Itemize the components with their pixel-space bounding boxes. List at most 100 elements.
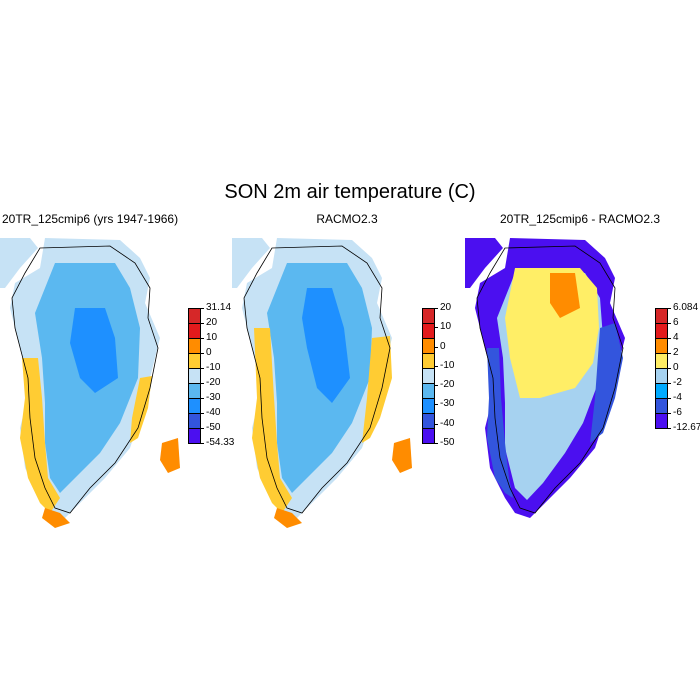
colorbar-swatch [422, 368, 435, 384]
panel-title: 20TR_125cmip6 (yrs 1947-1966) [2, 212, 179, 226]
colorbar-label: 31.14 [206, 302, 232, 313]
colorbar-tick [201, 353, 204, 354]
colorbar-swatch [188, 368, 201, 384]
colorbar-label: -30 [440, 398, 455, 410]
coast-west [252, 328, 292, 513]
colorbar-swatch [655, 353, 668, 369]
colorbar-label: -20 [206, 377, 221, 388]
colorbar-tick [668, 353, 671, 354]
colorbar-label: -50 [206, 422, 221, 433]
coastline [11, 245, 159, 514]
coast-east [130, 376, 152, 443]
colorbar-label: 10 [440, 321, 452, 333]
colorbar-label: -54.33 [206, 437, 235, 448]
colorbar-tick [668, 428, 671, 429]
colorbar-tick [201, 428, 204, 429]
colorbar-label: -40 [206, 407, 221, 418]
colorbar-swatch [188, 428, 201, 444]
colorbar-swatch [422, 308, 435, 324]
colorbar-label: 0 [440, 340, 446, 352]
colorbar-tick [435, 308, 438, 309]
panel-title: 20TR_125cmip6 - RACMO2.3 [499, 212, 661, 226]
greenland-map-model [0, 238, 180, 528]
colorbar-label: -40 [440, 417, 455, 429]
colorbar-tick [201, 398, 204, 399]
colorbar-tick [668, 413, 671, 414]
colorbar-swatch [655, 308, 668, 324]
colorbar-swatch [655, 398, 668, 414]
canada-land [465, 238, 503, 288]
colorbar-label: -10 [440, 359, 455, 371]
colorbar-swatch [655, 338, 668, 354]
greenland-map-racmo [232, 238, 412, 528]
panel-title: RACMO2.3 [316, 212, 378, 226]
colorbar-swatch [422, 323, 435, 339]
colorbar-swatch [188, 308, 201, 324]
colorbar-swatch [188, 383, 201, 399]
colorbar-swatch [188, 413, 201, 429]
colorbar-label: 4 [673, 332, 679, 343]
colorbar-label: -20 [440, 379, 455, 391]
map-panel-difference: 20TR_125cmip6 - RACMO2.3 6.084 6 4 2 0 -2 -4 -6… [465, 212, 700, 522]
colorbar-tick [201, 338, 204, 339]
colorbar-swatch [422, 428, 435, 444]
colorbar-label: -50 [440, 437, 455, 448]
colorbar-label: 0 [206, 347, 212, 358]
colorbar-label: 6.084 [673, 302, 699, 313]
map-panel-racmo: RACMO2.3 20 10 0 -10 -20 -30 -40 -50 [232, 212, 462, 528]
figure-title: SON 2m air temperature (C) [224, 181, 476, 203]
colorbar-label: 10 [206, 332, 218, 343]
colorbar-swatch [422, 413, 435, 429]
colorbar-swatch [422, 338, 435, 354]
colorbar-label: -4 [673, 392, 682, 403]
ice-sheet-core [70, 308, 118, 393]
colorbar-tick [201, 443, 204, 444]
iceland-patch [392, 438, 412, 473]
colorbar-label: 0 [673, 362, 679, 373]
colorbar-label: 6 [673, 317, 679, 328]
colorbar-swatch [188, 398, 201, 414]
coast-south [274, 508, 302, 528]
greenland-map-difference [465, 238, 625, 518]
colorbar-swatch [422, 398, 435, 414]
colorbar-tick [201, 323, 204, 324]
colorbar-tick [201, 308, 204, 309]
colorbar-tick [668, 308, 671, 309]
colorbar-tick [668, 368, 671, 369]
colorbar-tick [201, 383, 204, 384]
canada-land [0, 238, 38, 288]
colorbar-label: -30 [206, 392, 221, 403]
colorbar-label: 20 [206, 317, 218, 328]
colorbar-tick [435, 385, 438, 387]
colorbar-tick [668, 398, 671, 399]
colorbar-tick [201, 368, 204, 369]
coastline [476, 245, 624, 514]
iceland-patch [160, 438, 180, 473]
colorbar-tick [435, 404, 438, 406]
colorbar-swatch [188, 338, 201, 354]
colorbar-swatch [188, 323, 201, 339]
colorbar-swatch [655, 383, 668, 399]
colorbar-tick [435, 346, 438, 348]
colorbar-swatch [655, 368, 668, 384]
colorbar-swatch [655, 413, 668, 429]
coast-east [590, 323, 623, 443]
colorbar-tick [435, 365, 438, 367]
colorbar-tick [435, 423, 438, 425]
colorbar-tick [668, 338, 671, 339]
coast-east [362, 336, 392, 443]
colorbar-label: -2 [673, 377, 682, 388]
colorbar-label: -12.672 [673, 422, 700, 433]
colorbar-swatch [422, 353, 435, 369]
coast-west [20, 358, 60, 513]
colorbar-swatch [422, 383, 435, 399]
map-panel-model: 20TR_125cmip6 (yrs 1947-1966) 31.14 20 10 0… [0, 212, 234, 528]
colorbar-tick [201, 413, 204, 414]
positive-anomaly [550, 273, 580, 318]
coast-south [42, 508, 70, 528]
colorbar-tick [668, 323, 671, 324]
colorbar-tick [435, 443, 438, 444]
colorbar-label: -10 [206, 362, 221, 373]
colorbar-tick [668, 383, 671, 384]
ice-sheet-core [302, 288, 350, 403]
